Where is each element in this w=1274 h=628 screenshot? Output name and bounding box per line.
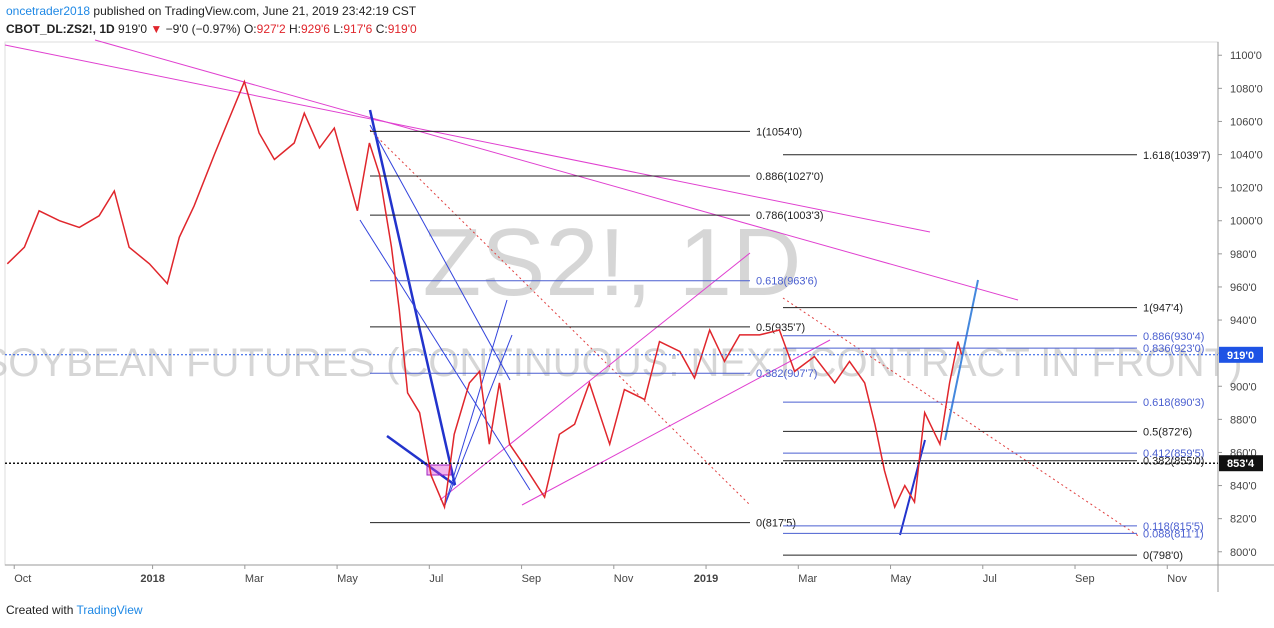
y-tick-label: 880'0 xyxy=(1230,414,1257,426)
y-tick-label: 1100'0 xyxy=(1230,50,1262,62)
x-tick-label: 2019 xyxy=(694,573,718,585)
fib-label: 0.5(872'6) xyxy=(1143,426,1192,438)
trend-line xyxy=(386,434,456,487)
channel-line xyxy=(439,252,751,501)
x-tick-label: Nov xyxy=(1167,573,1187,585)
ohlc-value: 929'6 xyxy=(300,22,330,36)
published: published on TradingView.com, June 21, 2… xyxy=(93,4,417,18)
fib-label: 1.618(1039'7) xyxy=(1143,150,1211,162)
fib-label: 0(817'5) xyxy=(756,518,796,530)
fib-label: 0.786(1003'3) xyxy=(756,210,824,222)
ohlc-label: O: xyxy=(243,22,257,36)
ohlc-label: C: xyxy=(375,22,388,36)
channel-line xyxy=(521,339,831,506)
symbol: CBOT_DL:ZS2!, 1D xyxy=(6,22,115,36)
x-tick-label: Sep xyxy=(1075,573,1095,585)
footer: Created with TradingView xyxy=(6,603,143,617)
fib-label: 0.836(923'0) xyxy=(1143,343,1204,355)
x-tick-label: Jul xyxy=(429,573,443,585)
fib-label: 0.412(859'5) xyxy=(1143,448,1204,460)
price-tag xyxy=(1219,346,1263,363)
x-tick-label: Jul xyxy=(983,573,997,585)
y-tick-label: 1020'0 xyxy=(1230,183,1263,195)
fan-line xyxy=(369,124,511,381)
fan-line xyxy=(444,299,508,506)
price-tag-label: 853'4 xyxy=(1227,458,1255,470)
fib-label: 0.088(811'1) xyxy=(1143,528,1204,540)
trend-line xyxy=(899,439,926,536)
box xyxy=(426,464,452,476)
fib-label: 0.886(1027'0) xyxy=(756,171,824,183)
watermark: ZS2!, 1D xyxy=(423,209,802,316)
y-tick-label: 1060'0 xyxy=(1230,116,1263,128)
fib-label: 1(947'4) xyxy=(1143,303,1183,315)
x-tick-label: Oct xyxy=(14,573,31,585)
trend-line xyxy=(94,39,1019,301)
fib-label: 0.5(935'7) xyxy=(756,322,805,334)
y-tick-label: 940'0 xyxy=(1230,315,1257,327)
price-line xyxy=(6,79,963,510)
price-tag-label: 919'0 xyxy=(1227,350,1254,362)
trend-line xyxy=(944,279,979,441)
price-tag xyxy=(1219,455,1263,472)
arrow: ▼ xyxy=(150,22,163,36)
drawings xyxy=(4,39,1141,538)
y-tick-label: 960'0 xyxy=(1230,282,1257,294)
last: 919'0 xyxy=(118,22,148,36)
y-tick-label: 800'0 xyxy=(1230,547,1257,559)
y-tick-label: 980'0 xyxy=(1230,249,1257,261)
watermark-name: SOYBEAN FUTURES (CONTINUOUS: NEXT CONTRA… xyxy=(0,341,1242,385)
y-tick-label: 820'0 xyxy=(1230,514,1257,526)
fib-label: 0.618(890'3) xyxy=(1143,397,1204,409)
fib-label: 0.886(930'4) xyxy=(1143,331,1204,343)
fib-label: 1(1054'0) xyxy=(756,126,802,138)
x-tick-label: May xyxy=(337,573,358,585)
fib-label: 0(798'0) xyxy=(1143,550,1183,562)
fib-label: 0.618(963'6) xyxy=(756,276,817,288)
trend-line xyxy=(4,44,931,233)
x-tick-label: Mar xyxy=(245,573,264,585)
ohlc: O:927'2 H:929'6 L:917'6 C:919'0 xyxy=(244,22,417,36)
fib-label: 0.382(907'7) xyxy=(756,368,817,380)
ohlc-label: H: xyxy=(288,22,301,36)
trend-line xyxy=(369,129,751,506)
x-tick-label: Nov xyxy=(614,573,634,585)
y-tick-label: 1040'0 xyxy=(1230,150,1263,162)
y-tick-label: 840'0 xyxy=(1230,481,1257,493)
ohlc-value: 927'2 xyxy=(256,22,286,36)
x-tick-label: Mar xyxy=(798,573,817,585)
y-tick-label: 1000'0 xyxy=(1230,216,1263,228)
brand[interactable]: TradingView xyxy=(76,603,143,617)
symbol-line: CBOT_DL:ZS2!, 1D 919'0 ▼ −9'0 (−0.97%) O… xyxy=(6,22,417,36)
change: −9'0 (−0.97%) xyxy=(165,22,241,36)
x-tick-label: 2018 xyxy=(140,573,164,585)
trend-line xyxy=(782,297,1141,538)
fib-label: 0.382(855'0) xyxy=(1143,456,1204,468)
footer-text: Created with xyxy=(6,603,74,617)
x-tick-label: May xyxy=(891,573,912,585)
ohlc-value: 919'0 xyxy=(387,22,417,36)
trend-line xyxy=(368,109,457,486)
fib-label: 0.118(815'5) xyxy=(1143,521,1204,533)
header-line: oncetrader2018 published on TradingView.… xyxy=(6,4,416,18)
y-tick-label: 900'0 xyxy=(1230,381,1257,393)
y-tick-label: 1080'0 xyxy=(1230,83,1263,95)
author[interactable]: oncetrader2018 xyxy=(6,4,91,18)
x-tick-label: Sep xyxy=(522,573,542,585)
ohlc-value: 917'6 xyxy=(343,22,373,36)
ohlc-label: L: xyxy=(333,22,344,36)
